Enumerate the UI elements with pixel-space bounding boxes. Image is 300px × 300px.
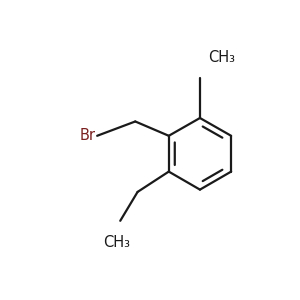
Text: CH₃: CH₃ xyxy=(103,235,130,250)
Text: Br: Br xyxy=(80,128,96,143)
Text: CH₃: CH₃ xyxy=(208,50,235,65)
